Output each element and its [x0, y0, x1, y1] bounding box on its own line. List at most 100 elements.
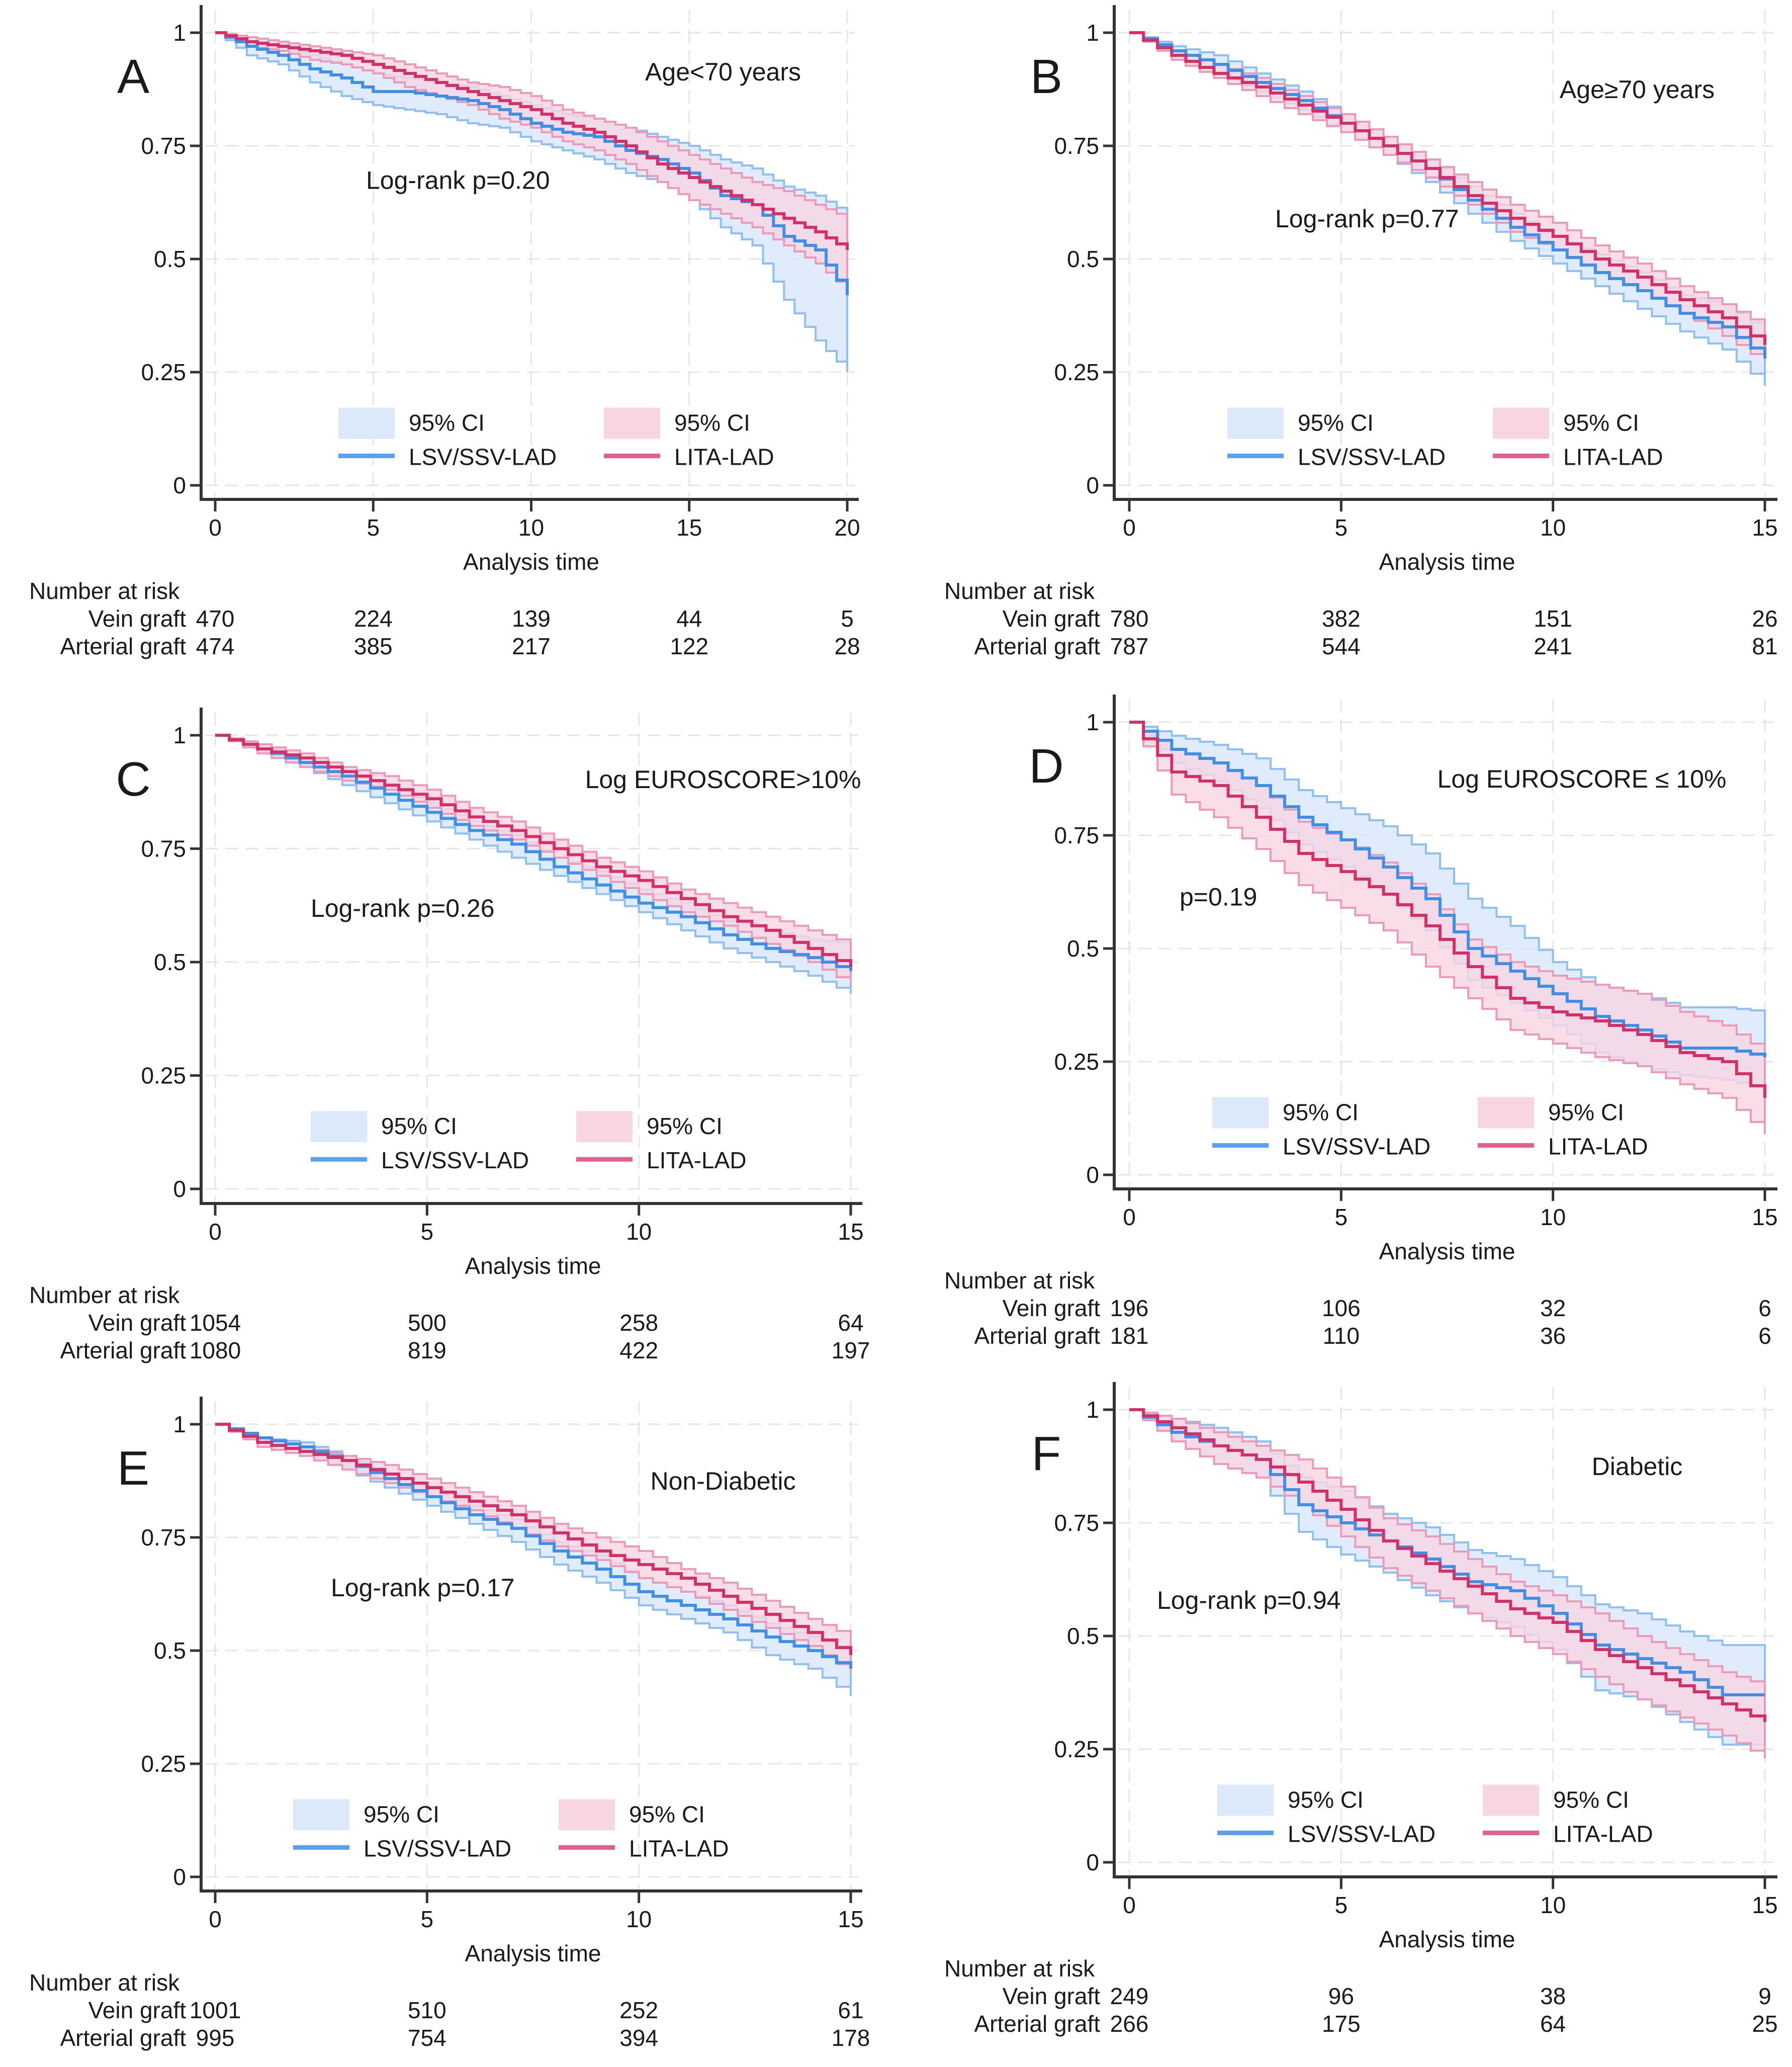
risk-count-arterial: 241: [1534, 633, 1572, 659]
risk-count-vein: 780: [1110, 606, 1149, 632]
panel-letter: D: [1029, 739, 1063, 793]
panel-subtitle: Log EUROSCORE ≤ 10%: [1438, 765, 1727, 793]
risk-count-vein: 1054: [190, 1310, 241, 1336]
risk-count-arterial: 1080: [190, 1337, 241, 1363]
panel-subtitle: Log EUROSCORE>10%: [585, 765, 861, 794]
panel-subtitle: Age≥70 years: [1560, 75, 1715, 104]
risk-row-label-arterial: Arterial graft: [974, 1323, 1100, 1349]
risk-count-vein: 32: [1540, 1295, 1566, 1321]
x-tick-label: 5: [421, 1219, 434, 1245]
risk-count-arterial: 266: [1110, 2011, 1149, 2037]
y-tick-label: 0.75: [1054, 133, 1099, 159]
panel-subtitle: Age<70 years: [645, 58, 801, 86]
x-tick-label: 0: [209, 514, 222, 541]
legend-label-vein-ci: 95% CI: [381, 1113, 457, 1139]
x-tick-label: 10: [1540, 1892, 1566, 1918]
legend-label-vein-line: LSV/SSV-LAD: [1283, 1134, 1430, 1160]
risk-count-vein: 139: [512, 606, 551, 632]
legend-label-vein-line: LSV/SSV-LAD: [1298, 444, 1446, 470]
y-tick-label: 1: [173, 722, 186, 748]
risk-table-header: Number at risk: [29, 578, 180, 604]
x-axis-title: Analysis time: [1379, 549, 1515, 575]
x-tick-label: 5: [1335, 514, 1348, 541]
legend-swatch-vein-ci: [1227, 407, 1284, 439]
km-curve-arterial: [1129, 31, 1766, 345]
y-tick-label: 1: [1086, 20, 1099, 46]
y-tick-label: 0: [173, 472, 186, 498]
x-tick-label: 10: [626, 1219, 652, 1245]
risk-count-arterial: 394: [619, 2025, 658, 2051]
risk-table-header: Number at risk: [944, 1267, 1095, 1294]
y-tick-label: 0: [173, 1864, 186, 1890]
x-axis-title: Analysis time: [1379, 1926, 1515, 1952]
risk-count-arterial: 25: [1752, 2011, 1777, 2037]
legend: 95% CI LSV/SSV-LAD 95% CI LITA-LAD: [293, 1799, 729, 1862]
risk-row-label-arterial: Arterial graft: [974, 633, 1100, 659]
risk-count-arterial: 36: [1540, 1323, 1566, 1349]
x-tick-label: 5: [1335, 1204, 1348, 1230]
risk-count-arterial: 787: [1110, 633, 1149, 659]
risk-count-vein: 224: [354, 606, 393, 632]
y-tick-label: 1: [173, 1411, 186, 1437]
p-value-annotation: Log-rank p=0.94: [1157, 1586, 1341, 1614]
risk-count-arterial: 81: [1752, 633, 1777, 659]
risk-row-label-vein: Vein graft: [1003, 1295, 1101, 1321]
p-value-annotation: p=0.19: [1180, 883, 1257, 911]
risk-table-header: Number at risk: [944, 1955, 1095, 1982]
y-tick-label: 0.25: [141, 359, 186, 385]
y-tick-label: 0: [1086, 472, 1099, 498]
risk-count-vein: 510: [408, 1997, 446, 2023]
legend-label-arterial-line: LITA-LAD: [1553, 1821, 1653, 1847]
legend: 95% CI LSV/SSV-LAD 95% CI LITA-LAD: [1227, 407, 1663, 470]
risk-count-arterial: 995: [196, 2025, 235, 2051]
risk-count-vein: 38: [1540, 1983, 1566, 2009]
risk-count-vein: 9: [1758, 1983, 1771, 2009]
legend-swatch-arterial-ci: [1493, 407, 1549, 439]
y-tick-label: 0.75: [141, 836, 186, 862]
risk-count-vein: 382: [1322, 606, 1361, 632]
legend-swatch-arterial-ci: [1478, 1097, 1534, 1129]
x-tick-label: 10: [518, 514, 544, 541]
legend-swatch-vein-ci: [1212, 1097, 1269, 1129]
risk-count-vein: 6: [1758, 1295, 1771, 1321]
x-tick-label: 10: [626, 1906, 652, 1932]
y-tick-label: 0.5: [154, 949, 186, 975]
legend-label-arterial-line: LITA-LAD: [1563, 444, 1663, 470]
x-axis-title: Analysis time: [465, 1940, 601, 1966]
legend-label-vein-ci: 95% CI: [1288, 1787, 1364, 1813]
y-tick-label: 1: [1086, 1397, 1099, 1423]
panel-letter: E: [117, 1441, 149, 1495]
x-axis-title: Analysis time: [465, 1253, 601, 1279]
legend-label-vein-line: LSV/SSV-LAD: [381, 1147, 529, 1173]
legend-label-arterial-ci: 95% CI: [1548, 1099, 1624, 1126]
x-tick-label: 10: [1540, 1204, 1566, 1230]
risk-count-vein: 249: [1110, 1983, 1149, 2009]
x-tick-label: 0: [209, 1906, 222, 1932]
legend-label-vein-ci: 95% CI: [409, 410, 485, 436]
x-tick-label: 0: [1123, 514, 1136, 541]
risk-count-vein: 44: [676, 606, 702, 632]
risk-row-label-arterial: Arterial graft: [60, 633, 186, 659]
legend-label-vein-line: LSV/SSV-LAD: [1288, 1821, 1436, 1847]
legend-label-arterial-ci: 95% CI: [1553, 1787, 1629, 1813]
legend-swatch-arterial-ci: [1483, 1784, 1539, 1816]
risk-count-arterial: 181: [1110, 1323, 1149, 1349]
x-tick-label: 0: [1123, 1204, 1136, 1230]
legend-label-vein-ci: 95% CI: [364, 1801, 439, 1828]
x-tick-label: 5: [367, 514, 380, 541]
y-tick-label: 0: [1086, 1162, 1099, 1188]
risk-count-vein: 470: [196, 606, 235, 632]
risk-row-label-vein: Vein graft: [1003, 606, 1101, 632]
p-value-annotation: Log-rank p=0.77: [1275, 205, 1459, 233]
risk-count-vein: 252: [619, 1997, 658, 2023]
risk-count-vein: 1001: [190, 1997, 241, 2023]
risk-count-vein: 151: [1534, 606, 1572, 632]
legend: 95% CI LSV/SSV-LAD 95% CI LITA-LAD: [1217, 1784, 1653, 1847]
